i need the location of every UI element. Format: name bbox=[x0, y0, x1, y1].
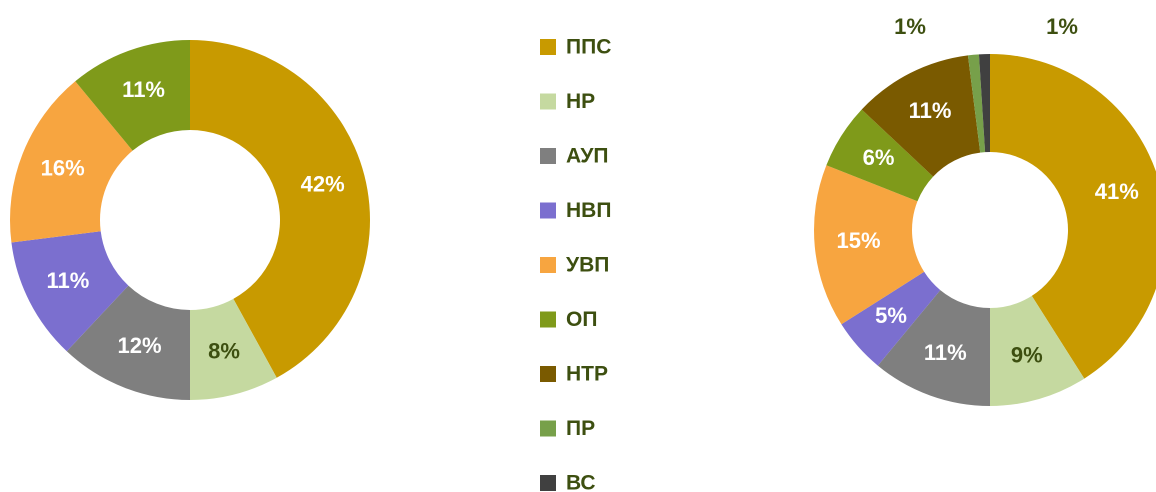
legend-label: НТР bbox=[566, 363, 608, 386]
data-label: 16% bbox=[41, 155, 85, 180]
slice bbox=[990, 295, 1085, 406]
legend-swatch bbox=[540, 202, 556, 219]
legend-swatch bbox=[540, 93, 556, 110]
data-label: 8% bbox=[208, 339, 240, 364]
data-label: 15% bbox=[837, 228, 881, 253]
slice bbox=[841, 271, 941, 366]
data-label: 6% bbox=[863, 145, 895, 170]
legend-swatch bbox=[540, 420, 556, 437]
legend-swatch bbox=[540, 311, 556, 328]
legend-label: НВП bbox=[566, 199, 611, 222]
legend-swatch bbox=[540, 148, 556, 164]
data-label: 11% bbox=[924, 340, 967, 365]
data-label: 1% bbox=[1046, 14, 1078, 39]
data-label: 11% bbox=[909, 98, 952, 123]
slice bbox=[190, 40, 371, 378]
legend-swatch bbox=[540, 257, 556, 273]
legend-label: ППС bbox=[566, 36, 611, 59]
data-label: 11% bbox=[47, 268, 90, 293]
slice bbox=[877, 290, 990, 406]
data-label: 9% bbox=[1011, 343, 1043, 368]
data-label: 42% bbox=[301, 172, 345, 197]
legend-label: НР bbox=[566, 90, 595, 113]
legend-swatch bbox=[540, 39, 556, 55]
slice bbox=[190, 298, 277, 400]
slice bbox=[11, 231, 129, 352]
slice bbox=[66, 285, 190, 400]
legend-swatch bbox=[540, 366, 556, 382]
slice bbox=[826, 109, 934, 202]
slice bbox=[75, 40, 190, 151]
legend-swatch bbox=[540, 475, 556, 491]
data-label: 5% bbox=[875, 303, 907, 328]
data-label: 11% bbox=[122, 77, 165, 102]
data-label: 12% bbox=[118, 333, 162, 358]
legend-label: АУП bbox=[566, 145, 609, 168]
slice bbox=[814, 165, 925, 325]
slice bbox=[978, 54, 990, 153]
legend-label: ВС bbox=[566, 472, 596, 492]
legend-label: ПР bbox=[566, 417, 595, 440]
data-label: 1% bbox=[894, 14, 926, 39]
slice bbox=[861, 55, 981, 177]
data-label: 41% bbox=[1095, 179, 1139, 204]
legend-label: ОП bbox=[566, 308, 597, 331]
slice bbox=[9, 81, 133, 243]
legend-label: УВП bbox=[566, 254, 609, 277]
slice bbox=[967, 54, 986, 153]
slice bbox=[990, 54, 1156, 379]
